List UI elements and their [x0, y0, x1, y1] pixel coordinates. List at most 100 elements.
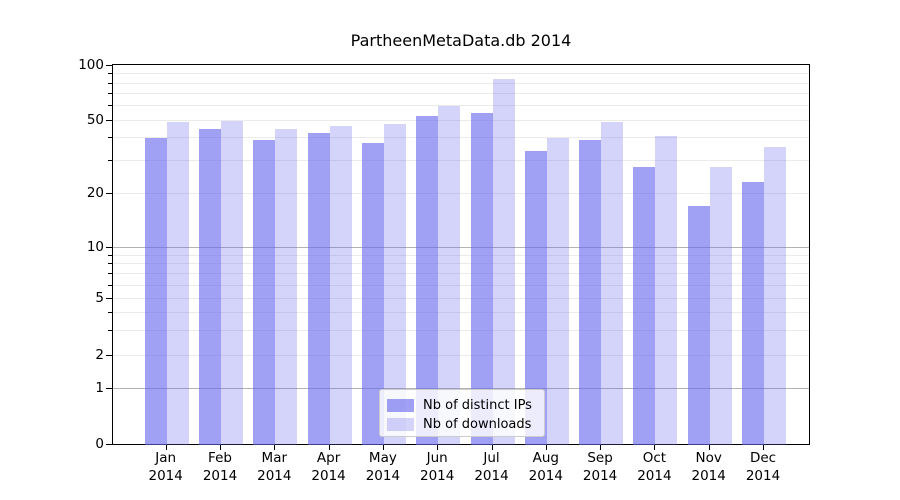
- minor-gridline: [113, 298, 809, 299]
- y-tick-label: 1: [95, 380, 104, 396]
- y-tick-label: 5: [95, 290, 104, 306]
- y-minor-tick: [108, 137, 112, 139]
- chart-title: PartheenMetaData.db 2014: [350, 31, 572, 50]
- x-label-year: 2014: [691, 467, 726, 484]
- x-label-month: Nov: [695, 450, 722, 466]
- bar-jul-downloads: [492, 78, 515, 445]
- minor-gridline: [113, 284, 809, 286]
- bar-may-downloads: [383, 123, 406, 445]
- y-minor-tick: [108, 284, 112, 286]
- minor-gridline: [113, 254, 809, 256]
- y-tick-label: 100: [78, 57, 104, 73]
- x-label-month: Sep: [587, 450, 613, 466]
- minor-gridline: [113, 93, 809, 95]
- y-minor-tick: [108, 160, 112, 162]
- x-tick: [708, 445, 710, 450]
- minor-gridline: [113, 329, 809, 331]
- bar-apr-downloads: [329, 125, 352, 445]
- minor-gridline: [113, 73, 809, 75]
- bar-feb-distinct-ips: [199, 129, 221, 445]
- minor-gridline: [113, 355, 809, 356]
- y-major-tick: [106, 298, 112, 299]
- x-tick-label: Jan 2014: [139, 450, 193, 485]
- y-minor-tick: [108, 254, 112, 256]
- x-tick-label: Feb 2014: [193, 450, 247, 485]
- x-label-month: Feb: [208, 450, 232, 466]
- bar-mar-downloads: [275, 129, 298, 445]
- x-tick: [274, 445, 276, 450]
- y-tick-label: 0: [95, 436, 104, 452]
- minor-gridline: [113, 105, 809, 107]
- y-major-tick: [106, 247, 112, 248]
- bar-sep-downloads: [601, 122, 624, 445]
- legend-item: Nb of distinct IPs: [387, 396, 537, 415]
- x-tick-label: Apr 2014: [302, 450, 356, 485]
- plot-area: [112, 64, 810, 445]
- y-tick-label: 20: [86, 184, 104, 201]
- x-tick: [600, 445, 602, 450]
- x-tick: [328, 445, 330, 450]
- minor-gridline: [113, 137, 809, 139]
- x-label-month: Apr: [316, 450, 341, 466]
- x-label-month: Oct: [642, 450, 667, 466]
- y-major-tick: [106, 65, 112, 66]
- x-label-month: Jun: [426, 450, 448, 466]
- x-tick-label: Dec 2014: [736, 450, 790, 485]
- bar-dec-distinct-ips: [742, 182, 764, 445]
- y-minor-tick: [108, 273, 112, 275]
- x-label-year: 2014: [745, 467, 781, 484]
- x-tick: [763, 445, 764, 450]
- bar-oct-distinct-ips: [633, 166, 656, 445]
- major-gridline: [113, 388, 809, 389]
- x-label-month: Dec: [749, 450, 777, 466]
- bar-oct-downloads: [655, 136, 678, 445]
- y-minor-tick: [108, 263, 112, 265]
- legend: Nb of distinct IPs Nb of downloads: [379, 389, 545, 437]
- x-label-year: 2014: [202, 467, 238, 484]
- minor-gridline: [113, 160, 809, 162]
- x-tick-label: Mar 2014: [247, 450, 301, 485]
- x-label-year: 2014: [474, 467, 509, 484]
- bar-mar-distinct-ips: [253, 140, 276, 445]
- y-minor-tick: [108, 311, 112, 313]
- x-label-year: 2014: [365, 467, 401, 484]
- y-major-tick: [106, 355, 112, 356]
- x-tick: [654, 445, 656, 450]
- bar-may-distinct-ips: [361, 142, 384, 445]
- x-tick-label: Oct 2014: [627, 450, 681, 485]
- legend-swatch-distinct-ips: [387, 399, 414, 412]
- bar-jan-downloads: [166, 122, 189, 445]
- x-tick-label: Jul 2014: [465, 450, 519, 485]
- x-label-year: 2014: [257, 467, 292, 484]
- legend-swatch-downloads: [387, 418, 414, 431]
- x-tick-label: May 2014: [356, 450, 410, 485]
- bar-feb-downloads: [221, 120, 243, 445]
- x-tick: [437, 445, 439, 450]
- minor-gridline: [113, 192, 809, 194]
- bar-nov-distinct-ips: [687, 206, 710, 445]
- major-gridline: [113, 247, 809, 248]
- legend-label: Nb of distinct IPs: [423, 398, 532, 413]
- y-major-tick: [106, 119, 112, 121]
- x-label-month: Jan: [155, 450, 177, 466]
- x-label-month: Jul: [483, 450, 500, 466]
- legend-item: Nb of downloads: [387, 415, 537, 434]
- x-label-year: 2014: [311, 467, 346, 484]
- y-tick-label: 2: [95, 347, 104, 363]
- y-minor-tick: [108, 82, 112, 84]
- bar-jun-distinct-ips: [416, 116, 439, 445]
- bar-sep-distinct-ips: [579, 140, 602, 445]
- bar-apr-distinct-ips: [307, 132, 330, 445]
- bar-aug-downloads: [546, 138, 569, 445]
- x-label-month: May: [368, 450, 397, 466]
- y-minor-tick: [108, 105, 112, 107]
- x-tick: [491, 445, 493, 450]
- x-tick-label: Jun 2014: [410, 450, 464, 485]
- minor-gridline: [113, 82, 809, 84]
- x-label-year: 2014: [148, 467, 183, 484]
- x-tick-label: Sep 2014: [573, 450, 627, 485]
- y-tick-label: 10: [86, 239, 104, 255]
- bar-nov-downloads: [709, 166, 732, 445]
- bar-aug-distinct-ips: [524, 151, 547, 445]
